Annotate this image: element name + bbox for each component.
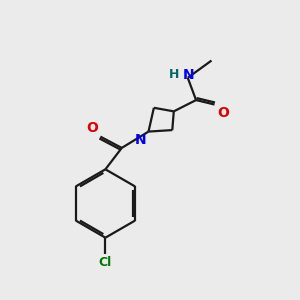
Text: O: O — [217, 106, 229, 120]
Text: H: H — [169, 68, 179, 81]
Text: N: N — [135, 133, 146, 147]
Text: O: O — [86, 121, 98, 135]
Text: Cl: Cl — [99, 256, 112, 269]
Text: N: N — [182, 68, 194, 82]
